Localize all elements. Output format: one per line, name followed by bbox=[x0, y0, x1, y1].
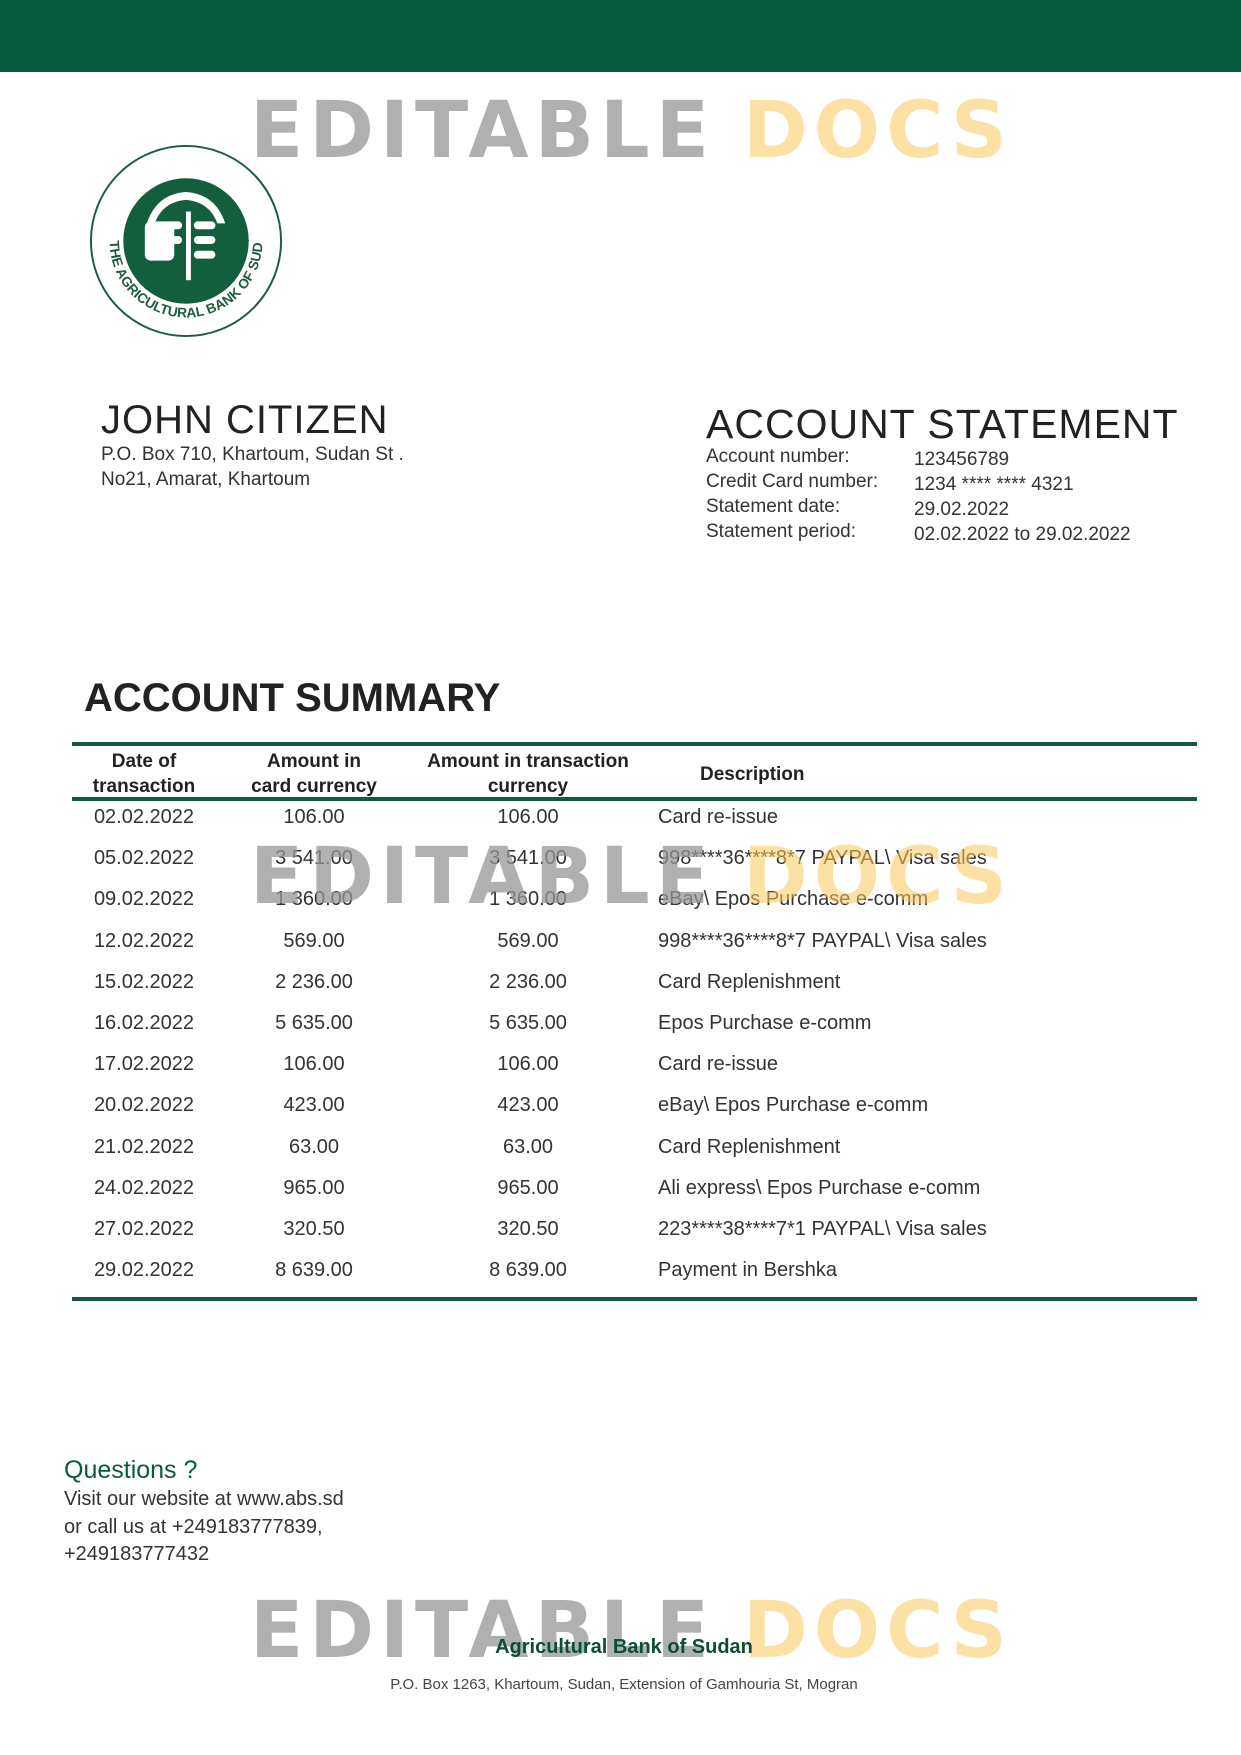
cell-transaction-amount: 8 639.00 bbox=[489, 1259, 567, 1282]
cell-card-amount: 106.00 bbox=[283, 806, 345, 828]
credit-card-label: Credit Card number: bbox=[706, 471, 879, 492]
summary-title: ACCOUNT SUMMARY bbox=[84, 676, 501, 720]
statement-period-value: 02.02.2022 to 29.02.2022 bbox=[914, 524, 1131, 545]
cell-transaction-amount: 106.00 bbox=[497, 806, 559, 828]
header-description: Description bbox=[700, 764, 805, 785]
statement-title: ACCOUNT STATEMENT bbox=[706, 401, 1179, 447]
customer-name: JOHN CITIZEN bbox=[101, 398, 389, 442]
cell-date: 17.02.2022 bbox=[93, 1053, 195, 1076]
cell-card-amount: 965.00 bbox=[283, 1176, 345, 1199]
cell-date: 16.02.2022 bbox=[93, 1012, 195, 1034]
cell-description: Card re-issue bbox=[658, 806, 779, 828]
cell-description: 998****36****8*7 PAYPAL\ Visa sales bbox=[658, 847, 987, 870]
statement-date-value: 29.02.2022 bbox=[914, 499, 1010, 520]
cell-description: Card Replenishment bbox=[658, 1135, 841, 1158]
cell-date: 02.02.2022 bbox=[93, 806, 195, 828]
statement-date-label: Statement date: bbox=[706, 496, 841, 517]
footer-address: P.O. Box 1263, Khartoum, Sudan, Extensio… bbox=[390, 1676, 858, 1693]
cell-transaction-amount: 965.00 bbox=[497, 1176, 559, 1199]
cell-transaction-amount: 320.50 bbox=[497, 1218, 559, 1240]
cell-card-amount: 3 541.00 bbox=[275, 847, 353, 870]
table-top-rule bbox=[72, 742, 1197, 746]
cell-description: Card Replenishment bbox=[658, 970, 841, 993]
questions-phone2: +249183777432 bbox=[64, 1543, 210, 1565]
cell-date: 12.02.2022 bbox=[93, 929, 195, 952]
cell-date: 15.02.2022 bbox=[93, 970, 195, 993]
cell-transaction-amount: 1 360.00 bbox=[489, 888, 567, 911]
cell-date: 27.02.2022 bbox=[93, 1218, 195, 1240]
cell-transaction-amount: 106.00 bbox=[497, 1053, 559, 1076]
cell-date: 24.02.2022 bbox=[93, 1176, 195, 1199]
cell-card-amount: 63.00 bbox=[288, 1135, 340, 1158]
cell-transaction-amount: 63.00 bbox=[502, 1135, 554, 1158]
customer-address-line1: P.O. Box 710, Khartoum, Sudan St . bbox=[101, 444, 404, 465]
table-bottom-rule bbox=[72, 1297, 1197, 1301]
questions-website: Visit our website at www.abs.sd bbox=[64, 1488, 344, 1510]
cell-description: Epos Purchase e-comm bbox=[658, 1012, 872, 1034]
cell-transaction-amount: 569.00 bbox=[497, 929, 559, 952]
cell-transaction-amount: 2 236.00 bbox=[489, 970, 567, 993]
footer-bank-name: Agricultural Bank of Sudan bbox=[495, 1636, 753, 1658]
cell-date: 20.02.2022 bbox=[93, 1094, 195, 1117]
cell-card-amount: 1 360.00 bbox=[275, 888, 353, 911]
cell-card-amount: 2 236.00 bbox=[275, 970, 353, 993]
cell-card-amount: 423.00 bbox=[283, 1094, 345, 1117]
cell-description: eBay\ Epos Purchase e-comm bbox=[658, 1094, 929, 1117]
account-number-label: Account number: bbox=[706, 446, 850, 467]
header-transaction-amount: Amount in transaction currency bbox=[427, 751, 629, 797]
cell-transaction-amount: 5 635.00 bbox=[489, 1012, 567, 1034]
account-number-value: 123456789 bbox=[914, 449, 1010, 470]
cell-transaction-amount: 3 541.00 bbox=[489, 847, 567, 870]
cell-date: 05.02.2022 bbox=[93, 847, 195, 870]
watermark-top: EDITABLE DOCS bbox=[250, 86, 1013, 176]
cell-description: Card re-issue bbox=[658, 1053, 779, 1076]
cell-description: 998****36****8*7 PAYPAL\ Visa sales bbox=[658, 929, 987, 952]
cell-description: Ali express\ Epos Purchase e-comm bbox=[658, 1176, 981, 1199]
cell-card-amount: 569.00 bbox=[283, 929, 345, 952]
questions-phone: or call us at +249183777839, bbox=[64, 1516, 323, 1538]
cell-description: 223****38****7*1 PAYPAL\ Visa sales bbox=[658, 1218, 987, 1240]
cell-description: eBay\ Epos Purchase e-comm bbox=[658, 888, 929, 911]
table-header-rule bbox=[72, 797, 1197, 801]
cell-card-amount: 5 635.00 bbox=[275, 1012, 353, 1034]
cell-date: 21.02.2022 bbox=[93, 1135, 195, 1158]
header-card-amount: Amount in card currency bbox=[251, 751, 377, 797]
cell-description: Payment in Bershka bbox=[658, 1259, 837, 1282]
cell-card-amount: 8 639.00 bbox=[275, 1259, 353, 1282]
cell-card-amount: 320.50 bbox=[283, 1218, 345, 1240]
bank-logo: THE AGRICULTURAL BANK OF SUDAN bbox=[88, 143, 283, 338]
header-date: Date of transaction bbox=[92, 751, 196, 797]
customer-address-line2: No21, Amarat, Khartoum bbox=[101, 469, 311, 490]
cell-date: 29.02.2022 bbox=[93, 1259, 195, 1282]
header-bar bbox=[0, 0, 1241, 72]
cell-transaction-amount: 423.00 bbox=[497, 1094, 559, 1117]
cell-card-amount: 106.00 bbox=[283, 1053, 345, 1076]
cell-date: 09.02.2022 bbox=[93, 888, 195, 911]
credit-card-value: 1234 **** **** 4321 bbox=[914, 474, 1074, 495]
questions-title: Questions ? bbox=[64, 1456, 198, 1484]
statement-period-label: Statement period: bbox=[706, 521, 856, 542]
